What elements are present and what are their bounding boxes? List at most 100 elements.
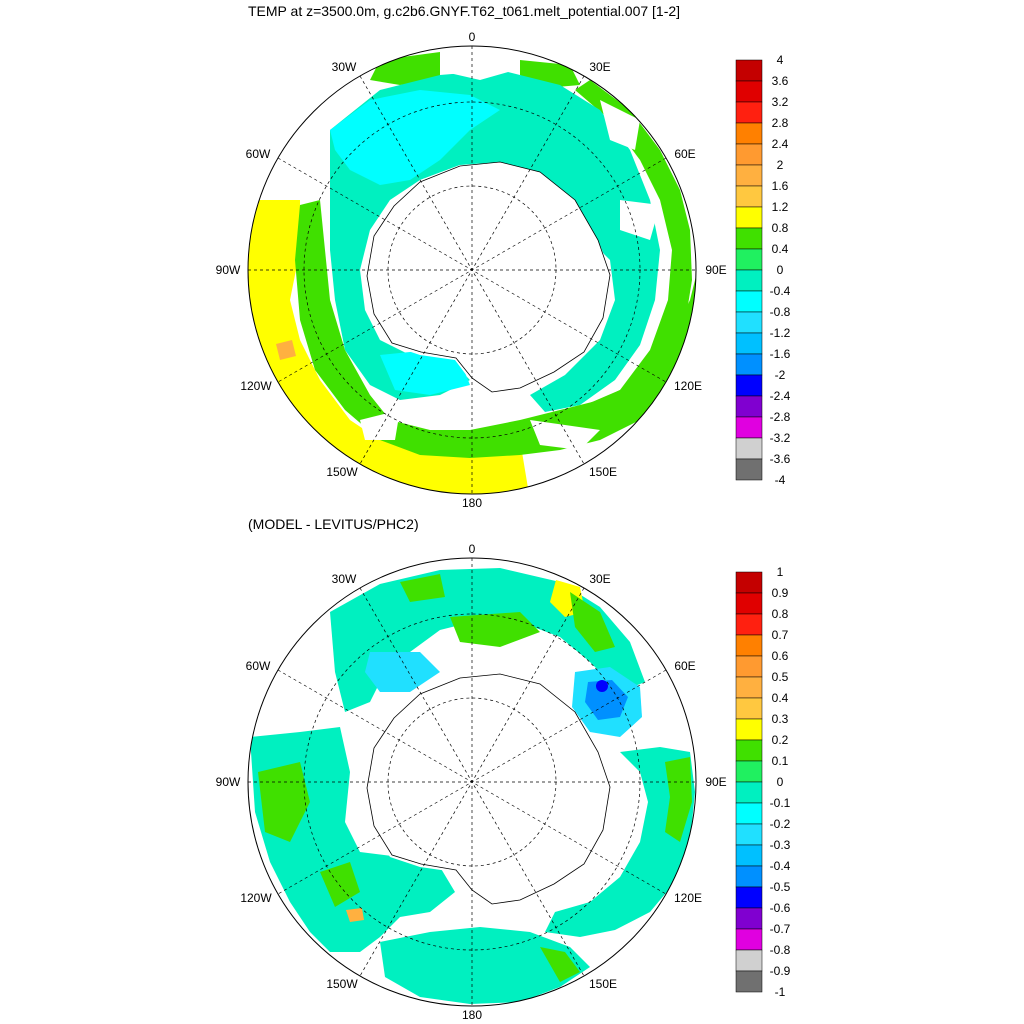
bottom-colorbar-swatch — [735, 655, 763, 678]
top-colorbar-swatch — [735, 206, 763, 229]
bottom-colorbar-label: 0.3 — [772, 712, 789, 726]
bottom-colorbar-swatch — [735, 886, 763, 909]
top-colorbar-swatch — [735, 164, 763, 187]
lon-label: 150E — [589, 465, 617, 479]
bottom-colorbar-swatch — [735, 592, 763, 615]
bottom-colorbar-swatch — [735, 697, 763, 720]
lon-label: 30E — [589, 572, 610, 586]
top-colorbar-label: 2 — [777, 158, 784, 172]
top-colorbar-label: 1.2 — [772, 200, 789, 214]
lon-label: 60E — [674, 659, 695, 673]
bottom-longitude-labels: 0 30E 60E 90E 120E 150E 180 150W 120W 90… — [216, 542, 727, 1022]
top-colorbar-swatch — [735, 59, 763, 82]
bottom-colorbar-label: 0.5 — [772, 670, 789, 684]
bottom-colorbar-label: 0.2 — [772, 733, 789, 747]
bottom-colorbar-swatch — [735, 823, 763, 846]
top-colorbar-label: -1.6 — [770, 347, 791, 361]
bottom-colorbar-label: -0.8 — [770, 943, 791, 957]
bottom-colorbar-label: -1 — [775, 985, 786, 999]
top-colorbar-swatch — [735, 437, 763, 460]
top-graticule — [248, 46, 696, 494]
bottom-graticule — [248, 558, 696, 1006]
bottom-colorbar-swatch — [735, 781, 763, 804]
lon-label: 150W — [326, 977, 358, 991]
lon-label: 90E — [705, 775, 726, 789]
lon-label: 120W — [240, 891, 272, 905]
top-colorbar: 4 3.6 3.2 2.8 2.4 2 1.6 1.2 0.8 0.4 0 -0.4 -0.8 -1.2 -… — [735, 53, 791, 487]
top-longitude-labels: 0 30E 60E 90E 120E 150E 180 150W 120W 90… — [216, 30, 727, 510]
top-colorbar-label: -0.4 — [770, 284, 791, 298]
top-colorbar-swatch — [735, 395, 763, 418]
bottom-colorbar-swatch — [735, 571, 763, 594]
top-colorbar-label: 0 — [777, 263, 784, 277]
top-colorbar-label: 2.8 — [772, 116, 789, 130]
top-colorbar-label: 2.4 — [772, 137, 789, 151]
bottom-colorbar-label: -0.7 — [770, 922, 791, 936]
bottom-colorbar-label: 0.1 — [772, 754, 789, 768]
lon-label: 120E — [674, 891, 702, 905]
bottom-colorbar-label: 0.7 — [772, 628, 789, 642]
bottom-map-border — [247, 557, 697, 1007]
top-colorbar-swatch — [735, 143, 763, 166]
lon-label: 30E — [589, 60, 610, 74]
bottom-colorbar-swatch — [735, 865, 763, 888]
top-colorbar-label: 0.4 — [772, 242, 789, 256]
top-colorbar-swatch — [735, 416, 763, 439]
top-colorbar-label: -0.8 — [770, 305, 791, 319]
top-colorbar-label: -2.4 — [770, 389, 791, 403]
lon-label: 120E — [674, 379, 702, 393]
lon-label: 180 — [462, 1008, 482, 1022]
lon-label: 30W — [332, 572, 357, 586]
bottom-colorbar-swatch — [735, 970, 763, 993]
bottom-colorbar: 1 0.9 0.8 0.7 0.6 0.5 0.4 0.3 0.2 0.1 0 -0.1 -0.2 -0.… — [735, 565, 791, 999]
top-colorbar-swatch — [735, 269, 763, 292]
top-coastline — [366, 161, 611, 393]
bottom-colorbar-swatch — [735, 676, 763, 699]
top-polar-map: 0 30E 60E 90E 120E 150E 180 150W 120W 90… — [216, 30, 791, 510]
top-map-border — [247, 45, 697, 495]
bottom-polar-map: 0 30E 60E 90E 120E 150E 180 150W 120W 90… — [216, 542, 791, 1022]
top-colorbar-swatch — [735, 332, 763, 355]
top-colorbar-swatch — [735, 374, 763, 397]
top-panel-title: TEMP at z=3500.0m, g.c2b6.GNYF.T62_t061.… — [248, 3, 681, 19]
lon-label: 60W — [246, 147, 271, 161]
lon-label: 150W — [326, 465, 358, 479]
top-colorbar-swatch — [735, 290, 763, 313]
bottom-colorbar-label: -0.5 — [770, 880, 791, 894]
top-colorbar-label: 3.6 — [772, 74, 789, 88]
top-colorbar-swatch — [735, 248, 763, 271]
top-colorbar-label: 0.8 — [772, 221, 789, 235]
bottom-colorbar-swatch — [735, 718, 763, 741]
lon-label: 120W — [240, 379, 272, 393]
lon-label: 60W — [246, 659, 271, 673]
top-colorbar-label: -1.2 — [770, 326, 791, 340]
top-colorbar-swatch — [735, 185, 763, 208]
lon-label: 0 — [469, 30, 476, 44]
bottom-colorbar-swatch — [735, 802, 763, 825]
bottom-colorbar-label: -0.4 — [770, 859, 791, 873]
bottom-colorbar-label: -0.2 — [770, 817, 791, 831]
lon-label: 0 — [469, 542, 476, 556]
top-colorbar-swatch — [735, 458, 763, 481]
top-colorbar-swatch — [735, 353, 763, 376]
bottom-colorbar-swatch — [735, 760, 763, 783]
top-colorbar-swatch — [735, 311, 763, 334]
top-colorbar-label: -2 — [775, 368, 786, 382]
lon-label: 60E — [674, 147, 695, 161]
top-colorbar-swatch — [735, 80, 763, 103]
bottom-coastline — [366, 673, 611, 905]
lon-label: 30W — [332, 60, 357, 74]
bottom-colorbar-swatch — [735, 634, 763, 657]
lon-label: 90E — [705, 263, 726, 277]
bottom-colorbar-label: 0.6 — [772, 649, 789, 663]
bottom-panel-title: (MODEL - LEVITUS/PHC2) — [248, 516, 419, 532]
bottom-colorbar-label: -0.1 — [770, 796, 791, 810]
lon-label: 180 — [462, 496, 482, 510]
bottom-colorbar-label: -0.6 — [770, 901, 791, 915]
bottom-colorbar-swatch — [735, 928, 763, 951]
lon-label: 90W — [216, 775, 241, 789]
top-colorbar-label: -4 — [775, 473, 786, 487]
bottom-colorbar-label: 0.4 — [772, 691, 789, 705]
bottom-colorbar-swatch — [735, 907, 763, 930]
top-colorbar-swatch — [735, 227, 763, 250]
